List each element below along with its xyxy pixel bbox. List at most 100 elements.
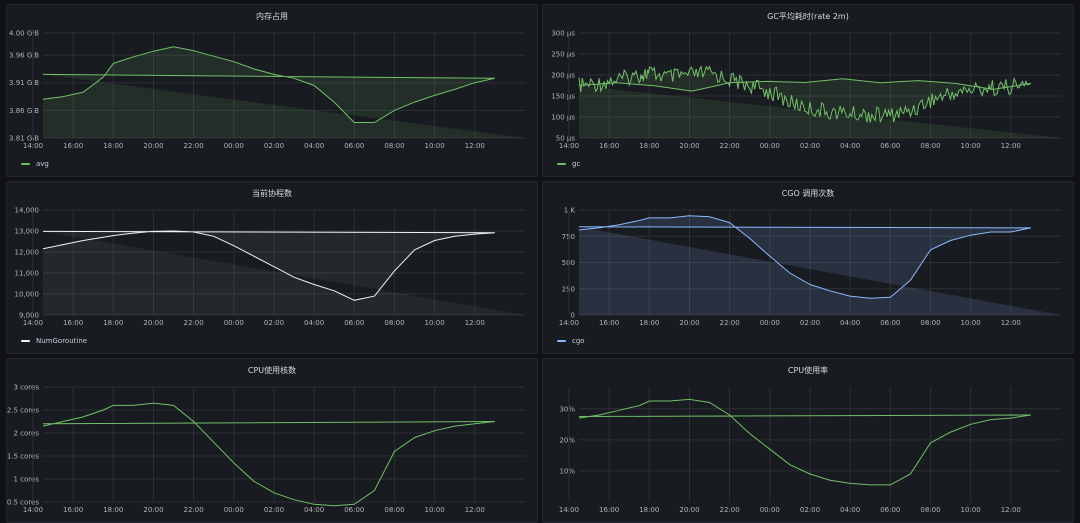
panel-title[interactable]: 当前协程数 xyxy=(252,189,292,198)
series-area xyxy=(43,46,525,138)
y-tick-label: 2.5 cores xyxy=(7,407,39,415)
panel-goroutine[interactable]: 当前协程数 9,000 10,000 11,000 12,000 13,000 14,00… xyxy=(6,181,538,354)
legend-label[interactable]: avg xyxy=(36,160,49,168)
x-tick-label: 10:00 xyxy=(961,142,981,150)
x-tick-label: 20:00 xyxy=(143,506,163,514)
panel-title[interactable]: CPU使用核数 xyxy=(247,366,297,375)
y-tick-label: 13,000 xyxy=(15,228,40,236)
panel-memory[interactable]: 内存占用 3.81 GiB 3.86 GiB 3.91 GiB 3.96 GiB 4.0… xyxy=(6,4,538,177)
x-tick-label: 06:00 xyxy=(344,142,364,150)
x-tick-label: 20:00 xyxy=(679,506,699,514)
x-tick-label: 06:00 xyxy=(880,142,900,150)
panel-title[interactable]: 内存占用 xyxy=(256,12,288,21)
x-tick-label: 18:00 xyxy=(103,142,123,150)
x-tick-label: 14:00 xyxy=(23,506,43,514)
legend[interactable]: NumGoroutine xyxy=(21,337,87,345)
y-tick-label: 3.86 GiB xyxy=(9,107,39,115)
panel-title[interactable]: CPU使用率 xyxy=(787,366,829,375)
x-tick-label: 02:00 xyxy=(264,506,284,514)
x-tick-label: 08:00 xyxy=(920,142,940,150)
series-line xyxy=(42,402,495,507)
panel-title[interactable]: CGO 调用次数 xyxy=(781,189,835,198)
x-tick-label: 04:00 xyxy=(840,142,860,150)
legend[interactable]: cgo xyxy=(557,337,585,345)
y-tick-label: 20% xyxy=(559,436,575,444)
panel-gc[interactable]: GC平均耗时(rate 2m) 50 µs 100 µs 150 µs 200 µs 2… xyxy=(542,4,1074,177)
y-tick-label: 3.96 GiB xyxy=(9,52,39,60)
x-tick-label: 04:00 xyxy=(304,319,324,327)
x-tick-label: 02:00 xyxy=(800,506,820,514)
y-tick-label: 10% xyxy=(559,467,575,475)
y-tick-label: 14,000 xyxy=(15,207,40,215)
legend-swatch xyxy=(21,340,30,342)
x-tick-label: 12:00 xyxy=(465,319,485,327)
x-tick-label: 12:00 xyxy=(1001,506,1021,514)
y-tick-label: 12,000 xyxy=(15,249,40,257)
x-tick-label: 02:00 xyxy=(800,142,820,150)
x-tick-label: 16:00 xyxy=(599,319,619,327)
panel-cgo[interactable]: CGO 调用次数 0 250 500 750 1 K 16:00 18:00 20:00 22:… xyxy=(542,181,1074,354)
x-tick-label: 00:00 xyxy=(224,506,244,514)
x-tick-label: 14:00 xyxy=(559,142,579,150)
x-tick-label: 12:00 xyxy=(465,506,485,514)
x-tick-label: 18:00 xyxy=(639,506,659,514)
x-tick-label: 04:00 xyxy=(840,506,860,514)
chart-cpu-rate: 10% 20% 30% 16:00 18:00 20:00 22:00 00:00 02:00 0… xyxy=(559,387,1061,514)
x-tick-label: 00:00 xyxy=(224,319,244,327)
y-tick-label: 0 xyxy=(571,312,575,320)
x-tick-label: 16:00 xyxy=(599,142,619,150)
x-tick-label: 12:00 xyxy=(465,142,485,150)
y-tick-label: 300 µs xyxy=(551,30,575,38)
x-tick-label: 04:00 xyxy=(304,142,324,150)
legend[interactable]: avg xyxy=(21,160,49,168)
panel-cpu-cores[interactable]: CPU使用核数 0.5 cores 1 cores 1.5 cores 2 cores… xyxy=(6,358,538,523)
legend-label[interactable]: gc xyxy=(572,160,581,168)
x-tick-label: 12:00 xyxy=(1001,319,1021,327)
legend-label[interactable]: cgo xyxy=(572,337,585,345)
x-tick-label: 06:00 xyxy=(344,319,364,327)
x-tick-label: 22:00 xyxy=(720,142,740,150)
x-tick-label: 00:00 xyxy=(760,319,780,327)
y-tick-label: 1 cores xyxy=(14,476,40,484)
y-tick-label: 750 xyxy=(562,233,575,241)
x-tick-label: 18:00 xyxy=(639,319,659,327)
x-tick-label: 00:00 xyxy=(760,506,780,514)
series-area xyxy=(579,215,1061,315)
panel-title[interactable]: GC平均耗时(rate 2m) xyxy=(767,12,849,21)
x-tick-label: 12:00 xyxy=(1001,142,1021,150)
legend-swatch xyxy=(21,163,30,165)
panel-cpu-rate[interactable]: CPU使用率 10% 20% 30% 16:00 18:00 20:00 22:00 00:0… xyxy=(542,358,1074,523)
x-tick-label: 20:00 xyxy=(143,142,163,150)
x-tick-label: 14:00 xyxy=(23,142,43,150)
x-tick-label: 06:00 xyxy=(880,506,900,514)
y-tick-label: 3.91 GiB xyxy=(9,79,39,87)
x-tick-label: 16:00 xyxy=(63,142,83,150)
y-tick-label: 4.00 GiB xyxy=(9,30,39,38)
x-tick-label: 02:00 xyxy=(264,142,284,150)
y-tick-label: 150 µs xyxy=(551,93,575,101)
y-tick-label: 500 xyxy=(562,259,575,267)
x-tick-label: 20:00 xyxy=(679,319,699,327)
y-tick-label: 10,000 xyxy=(15,291,40,299)
y-tick-label: 30% xyxy=(559,405,575,413)
chart-cpu-cores: 0.5 cores 1 cores 1.5 cores 2 cores 2.5 core… xyxy=(7,384,525,514)
x-tick-label: 16:00 xyxy=(63,319,83,327)
x-tick-label: 04:00 xyxy=(304,506,324,514)
chart-cgo: 0 250 500 750 1 K 16:00 18:00 20:00 22:00 00:00 02… xyxy=(559,207,1061,327)
x-tick-label: 08:00 xyxy=(384,319,404,327)
legend-label[interactable]: NumGoroutine xyxy=(36,337,88,345)
x-tick-label: 02:00 xyxy=(264,319,284,327)
x-tick-label: 08:00 xyxy=(384,506,404,514)
x-tick-label: 22:00 xyxy=(184,319,204,327)
x-tick-label: 10:00 xyxy=(425,506,445,514)
x-tick-label: 14:00 xyxy=(559,506,579,514)
legend[interactable]: gc xyxy=(557,160,580,168)
series-area xyxy=(43,231,525,315)
x-tick-label: 22:00 xyxy=(184,142,204,150)
x-tick-label: 14:00 xyxy=(559,319,579,327)
y-tick-label: 3.81 GiB xyxy=(9,135,39,143)
x-tick-label: 20:00 xyxy=(143,319,163,327)
x-tick-label: 22:00 xyxy=(720,319,740,327)
series-line xyxy=(42,230,495,301)
